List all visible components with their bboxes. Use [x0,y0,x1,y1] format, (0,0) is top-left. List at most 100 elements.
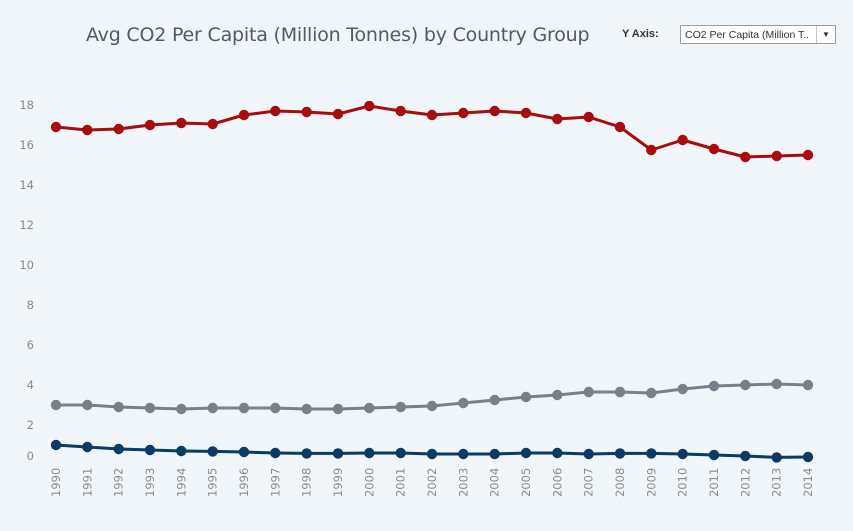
data-point[interactable] [332,108,344,120]
data-point[interactable] [364,447,375,459]
data-point[interactable] [426,109,438,121]
data-point[interactable] [270,105,281,117]
data-point[interactable] [238,402,250,414]
data-point[interactable] [144,402,156,414]
data-point[interactable] [270,402,281,414]
data-point[interactable] [176,445,187,457]
data-point[interactable] [708,143,720,155]
data-point[interactable] [552,113,563,125]
data-point[interactable] [677,383,688,395]
data-point[interactable] [50,399,62,411]
data-point[interactable] [520,447,532,459]
data-point[interactable] [364,100,375,112]
data-point[interactable] [113,401,124,413]
x-tick-label: 1998 [300,468,314,497]
data-point[interactable] [50,121,62,133]
y-tick-label: 14 [19,178,34,192]
x-tick-label: 2012 [738,468,752,497]
y-axis-parameter-label: Y Axis: [622,28,659,40]
data-point[interactable] [771,150,782,162]
data-point[interactable] [458,107,469,119]
data-point[interactable] [270,447,281,459]
data-point[interactable] [489,394,500,406]
data-point[interactable] [395,105,406,117]
data-point[interactable] [646,387,657,399]
data-point[interactable] [583,448,594,460]
y-tick-label: 16 [19,138,34,152]
data-point[interactable] [802,149,814,161]
data-point[interactable] [426,400,438,412]
data-point[interactable] [677,134,688,146]
data-point[interactable] [82,124,93,136]
data-point[interactable] [144,444,156,456]
data-point[interactable] [301,106,312,118]
data-point[interactable] [426,448,438,460]
data-point[interactable] [583,111,594,123]
data-point[interactable] [708,449,720,461]
data-point[interactable] [238,446,250,458]
data-point[interactable] [301,448,312,459]
data-point[interactable] [552,447,563,459]
data-point[interactable] [113,443,124,455]
data-point[interactable] [614,448,626,459]
data-point[interactable] [144,119,156,131]
data-point[interactable] [332,448,344,459]
data-point[interactable] [50,439,62,451]
data-point[interactable] [771,378,782,390]
data-point[interactable] [82,441,93,453]
x-tick-label: 2006 [550,468,564,497]
y-tick-label: 18 [19,98,34,112]
data-point[interactable] [113,123,124,135]
x-tick-label: 1990 [49,468,63,497]
data-point[interactable] [802,379,814,391]
x-tick-label: 2001 [394,468,408,497]
data-point[interactable] [614,121,626,133]
x-tick-label: 1997 [268,468,282,497]
data-point[interactable] [646,144,657,156]
x-tick-label: 1994 [174,468,188,497]
y-axis-dropdown[interactable]: CO2 Per Capita (Million T.. ▼ [680,25,836,44]
data-point[interactable] [489,105,500,117]
data-point[interactable] [740,379,751,391]
x-tick-label: 2002 [425,468,439,497]
data-point[interactable] [207,446,218,457]
y-tick-label: 6 [27,338,34,352]
x-tick-label: 2000 [362,468,376,497]
x-tick-label: 2003 [456,468,470,497]
data-point[interactable] [520,107,532,119]
x-tick-label: 1996 [237,468,251,497]
data-point[interactable] [238,109,250,121]
y-tick-label: 4 [27,378,34,392]
data-point[interactable] [207,402,218,414]
y-tick-label: 12 [19,218,34,232]
data-point[interactable] [802,451,814,463]
y-tick-label: 2 [27,418,34,432]
data-point[interactable] [583,386,594,398]
caret-down-icon[interactable]: ▼ [816,26,835,43]
data-point[interactable] [458,397,469,409]
data-point[interactable] [740,151,751,163]
data-point[interactable] [395,447,406,459]
x-tick-label: 2009 [644,468,658,497]
y-tick-label: 0 [27,449,34,463]
data-point[interactable] [458,448,469,460]
data-point[interactable] [489,448,500,460]
data-point[interactable] [646,448,657,459]
data-point[interactable] [207,118,218,130]
data-point[interactable] [771,452,782,463]
data-point[interactable] [176,117,187,129]
data-point[interactable] [552,389,563,401]
x-tick-label: 2013 [770,468,784,497]
data-point[interactable] [176,403,187,415]
data-point[interactable] [520,391,532,403]
data-point[interactable] [708,380,720,392]
data-point[interactable] [301,403,312,415]
data-point[interactable] [614,386,626,398]
data-point[interactable] [395,401,406,413]
data-point[interactable] [364,402,375,414]
data-point[interactable] [740,450,751,462]
data-point[interactable] [332,403,344,415]
data-point[interactable] [82,399,93,411]
data-point[interactable] [677,448,688,460]
